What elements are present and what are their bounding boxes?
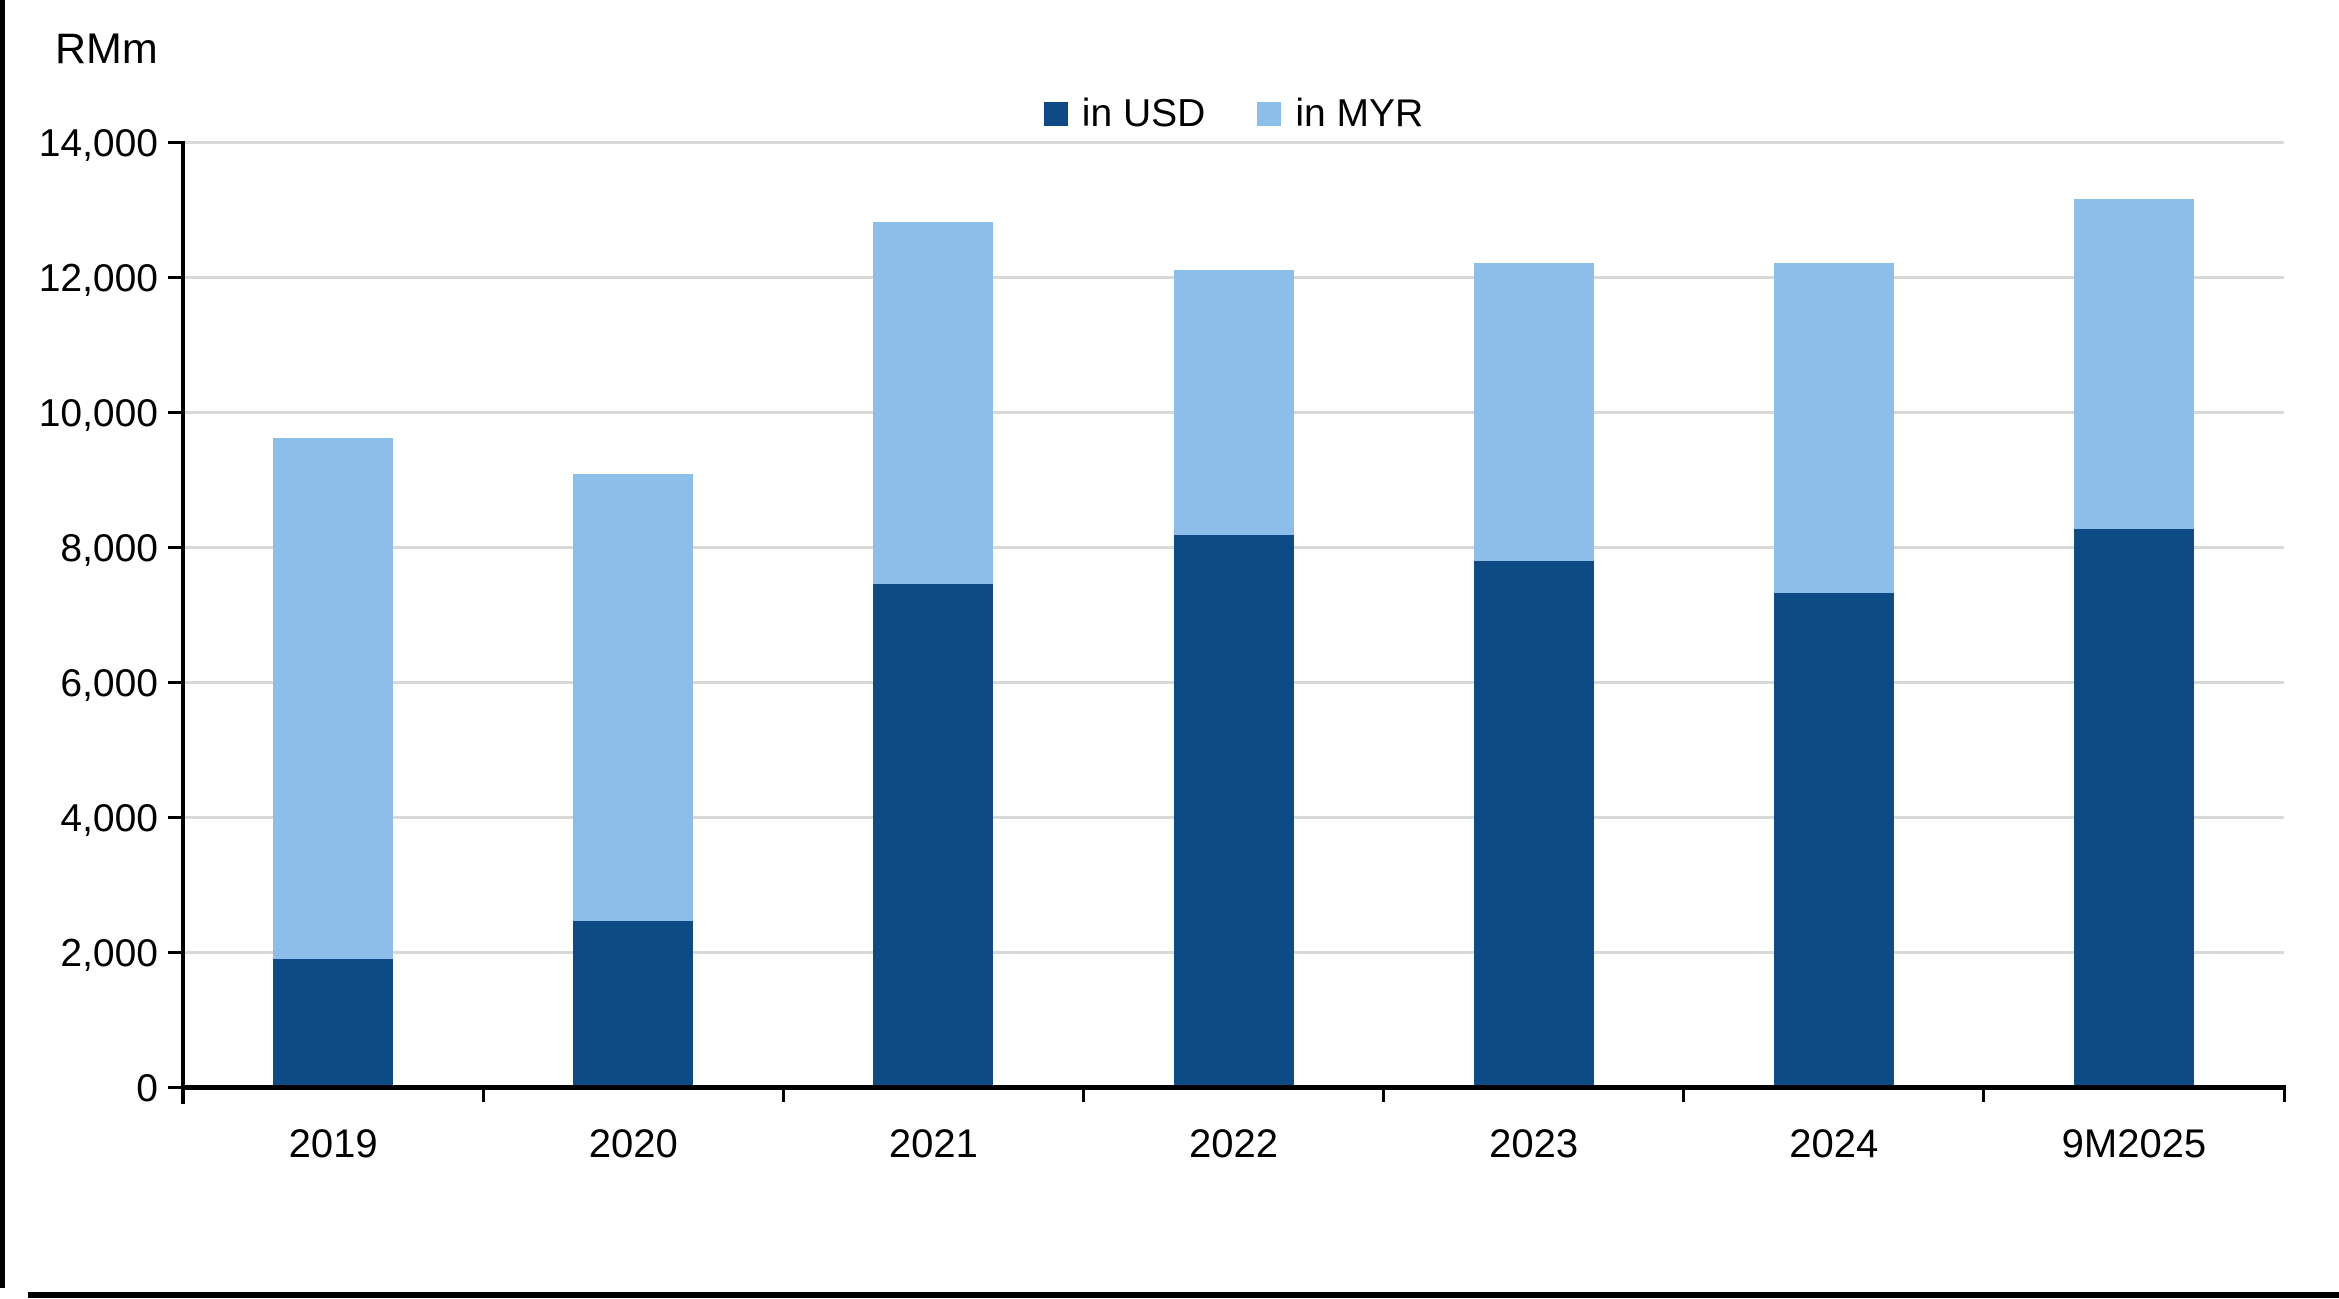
bar-2020-usd [573,920,694,1088]
y-axis-tick-label-10000: 10,000 [38,391,158,435]
x-axis-tick-4 [1382,1085,1386,1103]
y-axis-tick-label-14000: 14,000 [38,121,158,165]
bar-2019-myr [273,437,394,960]
y-axis-tick-4000 [168,816,183,820]
y-axis-tick-2000 [168,951,183,955]
legend-item-usd: in USD [1043,92,1206,136]
x-axis-tick-7 [2282,1085,2286,1103]
y-axis-tick-label-0: 0 [136,1066,158,1110]
bar-2023-myr [1473,263,1594,562]
gridline-y-14000 [183,141,2284,145]
bar-2021-myr [873,221,994,585]
x-axis-label-2024: 2024 [1789,1122,1879,1166]
y-axis-tick-6000 [168,681,183,685]
y-axis-unit-label: RMm [55,25,158,73]
y-axis-tick-8000 [168,546,183,550]
x-axis-tick-3 [1081,1085,1085,1103]
x-axis-label-2020: 2020 [588,1122,678,1166]
y-axis-tick-10000 [168,411,183,415]
legend-swatch-myr-icon [1257,102,1282,126]
x-axis-tick-6 [1982,1085,1986,1103]
page-frame-bottom-border [28,1292,2339,1298]
x-axis-label-2019: 2019 [288,1122,378,1166]
x-axis-tick-2 [781,1085,785,1103]
y-axis-tick-0 [168,1086,183,1090]
bar-2019-usd [273,959,394,1088]
legend-label-myr: in MYR [1295,92,1424,135]
x-axis-line [183,1085,2284,1091]
x-axis-tick-1 [481,1085,485,1103]
y-axis-tick-label-2000: 2,000 [60,931,158,975]
page-frame-left-border [0,0,5,1288]
x-axis-tick-0 [181,1085,185,1103]
y-axis-line [181,140,185,1104]
bar-2022-usd [1173,535,1294,1088]
legend-item-myr: in MYR [1257,92,1423,136]
x-axis-label-9M2025: 9M2025 [2061,1122,2207,1166]
x-axis-label-2022: 2022 [1189,1122,1278,1166]
legend-label-usd: in USD [1081,92,1206,135]
legend-swatch-usd-icon [1043,102,1068,126]
bar-9M2025-myr [2073,199,2194,530]
bar-2023-usd [1473,561,1594,1088]
x-axis-label-2021: 2021 [888,1122,978,1166]
bar-2022-myr [1173,269,1294,536]
y-axis-tick-label-8000: 8,000 [60,526,158,570]
y-axis-tick-label-12000: 12,000 [38,256,158,300]
bar-9M2025-usd [2073,529,2194,1088]
legend: in USD in MYR [183,90,2284,138]
x-axis-tick-5 [1682,1085,1686,1103]
bar-2024-myr [1773,262,1894,593]
x-axis-label-2023: 2023 [1489,1122,1579,1166]
bar-2021-usd [873,584,994,1088]
bar-2020-myr [573,474,694,921]
y-axis-tick-14000 [168,141,183,145]
y-axis-tick-label-6000: 6,000 [60,661,158,705]
y-axis-tick-label-4000: 4,000 [60,796,158,840]
y-axis-tick-12000 [168,276,183,280]
bar-2024-usd [1773,592,1894,1088]
